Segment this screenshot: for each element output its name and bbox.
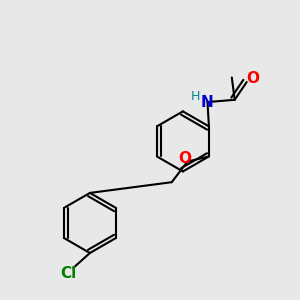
Text: H: H	[191, 90, 200, 103]
Text: N: N	[201, 94, 214, 110]
Text: O: O	[246, 71, 259, 86]
Text: Cl: Cl	[60, 266, 76, 281]
Text: O: O	[178, 151, 191, 166]
